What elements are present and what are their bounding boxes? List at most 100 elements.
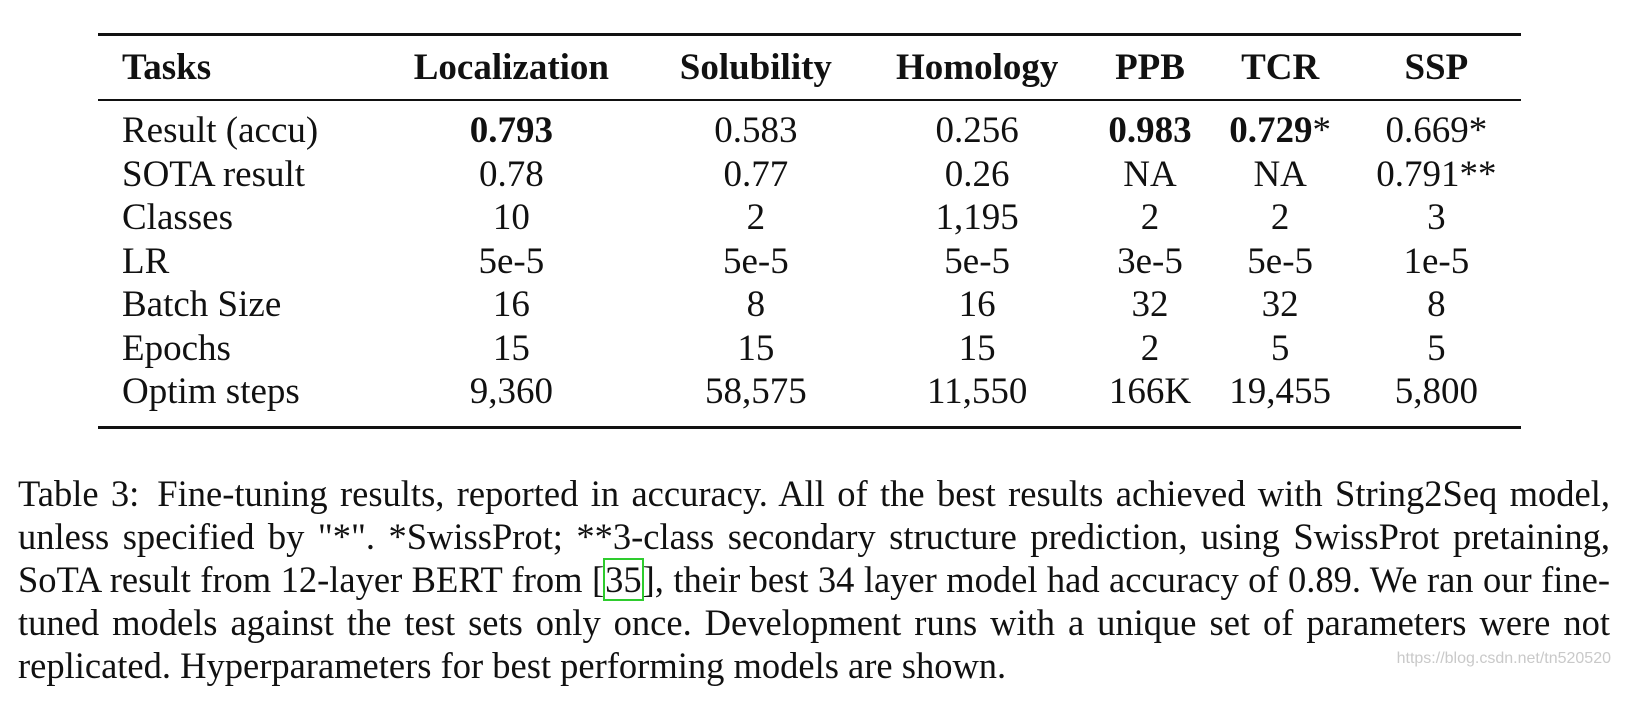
header-homology: Homology	[862, 34, 1092, 101]
table-cell: 1e-5	[1352, 240, 1521, 284]
caption-text-before: Fine-tuning results, reported in accurac…	[18, 473, 1610, 600]
cell-value: 0.983	[1108, 110, 1192, 151]
table-cell: 0.983	[1091, 100, 1208, 153]
cell-value: 16	[958, 284, 996, 325]
table-cell: 1,195	[863, 196, 1092, 240]
cell-value: 5	[1270, 327, 1290, 369]
table-cell: 15	[863, 327, 1092, 371]
cell-value: 15	[492, 327, 530, 369]
cell-value: 15	[737, 327, 775, 369]
table-cell: 0.791**	[1352, 153, 1521, 197]
cell-footnote-mark: **	[1459, 153, 1497, 195]
table-cell: 166K	[1091, 370, 1208, 427]
cell-value: 2	[1140, 327, 1160, 369]
header-tasks: Tasks	[98, 34, 374, 101]
cell-value: 19,455	[1229, 371, 1332, 412]
header-localization: Localization	[374, 34, 649, 101]
cell-value: 5,800	[1394, 371, 1478, 412]
table-cell: 5	[1209, 327, 1352, 371]
results-table-container: Tasks Localization Solubility Homology P…	[98, 33, 1521, 429]
table-cell: 2	[649, 196, 863, 240]
cell-value: NA	[1253, 153, 1307, 195]
table-cell: 0.669*	[1352, 100, 1521, 153]
caption-label: Table 3:	[18, 473, 140, 514]
table-cell: 3e-5	[1091, 240, 1208, 284]
table-cell: 2	[1091, 196, 1208, 240]
cell-value: 58,575	[704, 371, 807, 412]
cell-value: 11,550	[926, 371, 1028, 412]
table-cell: 19,455	[1209, 370, 1352, 427]
cell-value: NA	[1123, 153, 1177, 195]
row-label: Epochs	[122, 327, 231, 369]
table-body: Result (accu) 0.793 0.583 0.256 0.983 0.729* 0…	[98, 100, 1521, 427]
cell-value: 3	[1427, 197, 1446, 238]
table-row: LR 5e-5 5e-5 5e-5 3e-5 5e-5 1e-5	[98, 240, 1521, 284]
cell-value: 8	[1427, 284, 1446, 325]
table-cell: 0.256	[863, 100, 1092, 153]
cell-value: 0.793	[469, 110, 553, 151]
table-cell: 0.729*	[1209, 100, 1352, 153]
table-cell: NA	[1209, 153, 1352, 197]
citation-link[interactable]: 35	[603, 558, 644, 601]
table-cell: 5e-5	[649, 240, 863, 284]
table-cell: 0.583	[649, 100, 863, 153]
cell-value: 15	[958, 327, 996, 369]
table-cell: 0.26	[863, 153, 1092, 197]
table-cell: 5	[1352, 327, 1521, 371]
table-cell: 58,575	[649, 370, 863, 427]
table-caption: Table 3: Fine-tuning results, reported in…	[18, 472, 1610, 687]
cell-value: 16	[492, 284, 530, 325]
table-header-row: Tasks Localization Solubility Homology P…	[98, 34, 1521, 101]
table-row: Epochs 15 15 15 2 5 5	[98, 327, 1521, 371]
header-solubility: Solubility	[648, 34, 863, 101]
table-row: SOTA result 0.78 0.77 0.26 NA NA 0.791**	[98, 153, 1521, 197]
table-cell: 16	[374, 283, 649, 327]
cell-value: 5	[1427, 327, 1446, 369]
cell-value: 0.669	[1385, 110, 1469, 151]
cell-value: 0.77	[723, 153, 789, 195]
cell-value: 2	[746, 197, 766, 238]
table-cell: 8	[1352, 283, 1521, 327]
table-row: Classes 10 2 1,195 2 2 3	[98, 196, 1521, 240]
cell-value: 9,360	[469, 371, 553, 412]
table-cell: 2	[1091, 327, 1208, 371]
header-tcr: TCR	[1208, 34, 1352, 101]
cell-value: 8	[746, 284, 766, 325]
cell-value: 0.791	[1376, 153, 1460, 195]
row-label: Batch Size	[122, 284, 282, 325]
caption-text-after: ], their best 34 layer model had accurac…	[18, 559, 1610, 686]
table-cell: 5e-5	[374, 240, 649, 284]
table-cell: 8	[649, 283, 863, 327]
row-label: LR	[122, 240, 170, 282]
cell-value: 2	[1270, 197, 1290, 238]
watermark: https://blog.csdn.net/tn520520	[1396, 650, 1611, 667]
table-cell: 11,550	[863, 370, 1092, 427]
table-cell: 32	[1091, 283, 1208, 327]
cell-value: 32	[1131, 284, 1169, 325]
table-cell: NA	[1091, 153, 1208, 197]
cell-footnote-mark: *	[1312, 110, 1332, 151]
table-cell: 9,360	[374, 370, 649, 427]
row-label: Classes	[122, 197, 233, 238]
header-ppb: PPB	[1091, 34, 1209, 101]
table-row: Batch Size 16 8 16 32 32 8	[98, 283, 1521, 327]
cell-value: 5e-5	[944, 240, 1011, 282]
header-ssp: SSP	[1351, 34, 1521, 101]
cell-value: 0.729	[1229, 110, 1313, 151]
table-cell: 0.793	[374, 100, 649, 153]
cell-value: 0.26	[944, 153, 1010, 195]
table-cell: 32	[1209, 283, 1352, 327]
cell-value: 166K	[1108, 371, 1192, 412]
table-cell: 16	[863, 283, 1092, 327]
row-label: Optim steps	[122, 371, 300, 412]
table-cell: 10	[374, 196, 649, 240]
cell-value: 0.256	[935, 110, 1019, 151]
results-table: Tasks Localization Solubility Homology P…	[98, 33, 1521, 429]
table-row: Result (accu) 0.793 0.583 0.256 0.983 0.729* 0…	[98, 100, 1521, 153]
cell-value: 0.78	[479, 153, 544, 195]
cell-value: 1,195	[935, 197, 1019, 238]
cell-value: 3e-5	[1117, 240, 1183, 282]
table-cell: 5e-5	[863, 240, 1092, 284]
cell-value: 5e-5	[478, 240, 545, 282]
table-cell: 2	[1209, 196, 1352, 240]
